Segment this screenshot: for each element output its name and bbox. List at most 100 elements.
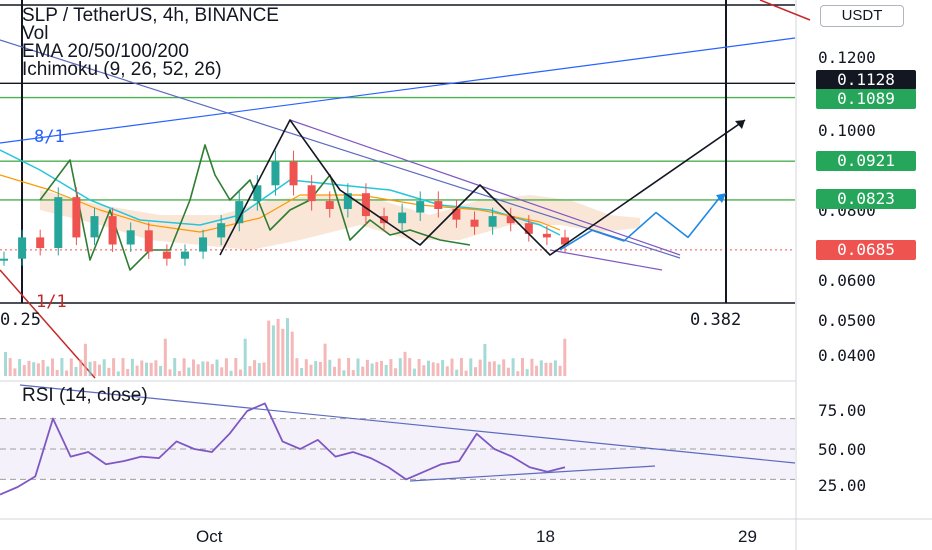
candle-body bbox=[488, 216, 497, 227]
volume-bar bbox=[262, 362, 266, 376]
candle-body bbox=[162, 251, 171, 259]
rsi-line bbox=[0, 402, 566, 496]
volume-bar bbox=[370, 363, 374, 376]
descending-trendline bbox=[0, 39, 681, 259]
volume-bar bbox=[267, 320, 271, 376]
symbol-title[interactable]: SLP / TetherUS, 4h, BINANCE bbox=[22, 5, 279, 26]
volume-bar bbox=[361, 366, 365, 376]
volume-bar bbox=[488, 361, 492, 376]
wedge-lower-line bbox=[549, 249, 663, 271]
candle-body bbox=[307, 185, 316, 202]
price-axis-label: 0.1200 bbox=[818, 48, 876, 67]
rsi-axis-label: 50.00 bbox=[818, 440, 867, 459]
time-axis-label: 29 bbox=[738, 527, 757, 546]
volume-bar bbox=[116, 371, 120, 376]
volume-bar bbox=[248, 366, 252, 376]
projection-arrowhead bbox=[716, 193, 726, 204]
ema-indicator-label[interactable]: EMA 20/50/100/200 bbox=[22, 41, 189, 62]
volume-bar bbox=[347, 358, 351, 376]
volume-bar bbox=[51, 358, 54, 376]
volume-bar bbox=[558, 365, 562, 376]
volume-bar bbox=[93, 361, 97, 376]
price-tag: 0.1128 bbox=[816, 70, 916, 90]
price-axis-label: 0.1000 bbox=[818, 121, 876, 140]
volume-bar bbox=[516, 371, 520, 376]
volume-bar bbox=[417, 358, 421, 376]
volume-bar bbox=[511, 358, 515, 376]
volume-bar bbox=[206, 361, 210, 376]
fib-label-bottom: 1/1 bbox=[36, 292, 67, 312]
volume-bar bbox=[422, 365, 426, 376]
projection-path bbox=[559, 196, 721, 251]
volume-bar bbox=[295, 358, 299, 376]
volume-bar bbox=[281, 328, 285, 376]
volume-bar bbox=[304, 359, 308, 376]
volume-bar bbox=[126, 368, 130, 376]
rsi-trendline-upper bbox=[19, 384, 796, 464]
volume-bar bbox=[154, 360, 158, 376]
volume-bar bbox=[201, 361, 205, 376]
candle-body bbox=[180, 251, 189, 259]
rsi-axis-label: 75.00 bbox=[818, 401, 867, 420]
volume-bar bbox=[309, 364, 313, 376]
volume-bar bbox=[530, 358, 534, 376]
volume-bar bbox=[121, 358, 125, 376]
ema-line-orange bbox=[0, 174, 561, 233]
volume-bar bbox=[549, 362, 553, 376]
volume-bar bbox=[88, 361, 92, 376]
volume-bar bbox=[337, 358, 341, 376]
volume-bar bbox=[229, 370, 233, 376]
volume-bar bbox=[46, 366, 50, 376]
candle-body bbox=[398, 212, 407, 224]
price-axis-label: 0.0400 bbox=[818, 346, 876, 365]
volume-bar bbox=[403, 351, 407, 376]
volume-indicator-label[interactable]: Vol bbox=[22, 23, 49, 44]
rsi-indicator-label[interactable]: RSI (14, close) bbox=[22, 385, 148, 406]
candle-body bbox=[90, 216, 99, 238]
ichimoku-lagging-span bbox=[39, 144, 471, 271]
volume-bar bbox=[300, 368, 304, 376]
volume-bar bbox=[159, 365, 163, 376]
volume-bar bbox=[431, 362, 435, 376]
volume-bar bbox=[544, 362, 548, 376]
volume-bar bbox=[135, 365, 139, 376]
volume-bar bbox=[455, 369, 459, 376]
volume-bar bbox=[497, 364, 501, 376]
volume-bar bbox=[22, 365, 26, 376]
volume-bar bbox=[55, 369, 59, 376]
volume-bar bbox=[257, 363, 261, 376]
price-axis-label: 0.0600 bbox=[818, 271, 876, 290]
volume-bar bbox=[342, 370, 346, 376]
volume-bar bbox=[525, 369, 529, 376]
volume-bar bbox=[469, 358, 473, 376]
candle-body bbox=[524, 223, 533, 234]
volume-bar bbox=[436, 363, 440, 376]
rsi-trendline-lower bbox=[409, 465, 656, 482]
price-axis-label: 0.0500 bbox=[818, 311, 876, 330]
currency-button[interactable]: USDT bbox=[820, 5, 904, 27]
candle-body bbox=[561, 237, 569, 245]
volume-bar bbox=[375, 362, 379, 376]
volume-bar bbox=[492, 361, 496, 376]
volume-bar bbox=[408, 358, 412, 376]
volume-bar bbox=[380, 360, 383, 376]
volume-bar bbox=[427, 360, 430, 376]
volume-bar bbox=[163, 338, 167, 376]
volume-bar bbox=[351, 370, 355, 376]
volume-bar bbox=[286, 318, 289, 376]
volume-bar bbox=[13, 368, 17, 376]
fib-diagonal-red bbox=[0, 269, 96, 379]
volume-bar bbox=[41, 359, 45, 376]
fib-level-right: 0.382 bbox=[690, 310, 742, 330]
volume-bar bbox=[474, 367, 477, 376]
candle-body bbox=[416, 201, 425, 213]
pattern-zigzag bbox=[219, 119, 746, 256]
volume-bar bbox=[130, 358, 134, 376]
volume-bar bbox=[502, 359, 506, 376]
volume-bar bbox=[224, 358, 228, 376]
volume-bar bbox=[318, 361, 322, 376]
volume-bar bbox=[220, 367, 224, 376]
ichimoku-indicator-label[interactable]: Ichimoku (9, 26, 52, 26) bbox=[22, 59, 222, 80]
